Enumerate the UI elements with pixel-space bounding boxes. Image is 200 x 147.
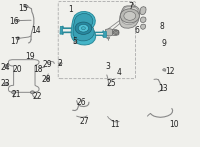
Text: 9: 9	[162, 39, 167, 48]
Text: 24: 24	[1, 63, 10, 72]
Text: 1: 1	[68, 5, 72, 14]
Circle shape	[115, 31, 117, 33]
Circle shape	[75, 22, 92, 34]
Text: 3: 3	[105, 62, 110, 71]
Text: 27: 27	[79, 117, 89, 126]
Circle shape	[30, 91, 34, 94]
Circle shape	[4, 83, 8, 86]
Circle shape	[78, 24, 89, 32]
Text: 29: 29	[43, 60, 52, 69]
Circle shape	[81, 27, 85, 30]
Circle shape	[107, 37, 110, 39]
Circle shape	[16, 19, 19, 22]
Polygon shape	[59, 62, 62, 65]
Text: 28: 28	[42, 75, 51, 84]
Text: 2: 2	[58, 59, 63, 69]
Text: 14: 14	[32, 26, 41, 35]
Text: 13: 13	[159, 84, 168, 93]
Polygon shape	[113, 29, 119, 36]
Text: 17: 17	[10, 37, 19, 46]
Text: 19: 19	[26, 52, 35, 61]
Polygon shape	[106, 29, 112, 36]
Polygon shape	[73, 14, 94, 41]
Text: 22: 22	[33, 92, 42, 101]
Text: 15: 15	[18, 4, 27, 13]
Text: 7: 7	[128, 2, 133, 11]
Polygon shape	[121, 7, 138, 25]
Text: 12: 12	[166, 67, 175, 76]
Text: 26: 26	[76, 98, 86, 107]
Text: 16: 16	[9, 17, 18, 26]
Circle shape	[74, 41, 77, 43]
Text: 21: 21	[12, 90, 21, 99]
Polygon shape	[60, 26, 63, 34]
Polygon shape	[141, 24, 146, 29]
Polygon shape	[141, 17, 146, 22]
Text: 11: 11	[110, 120, 119, 129]
Circle shape	[4, 65, 8, 68]
Polygon shape	[103, 31, 106, 37]
Circle shape	[131, 5, 135, 7]
Circle shape	[12, 91, 16, 94]
Circle shape	[25, 5, 28, 8]
Text: 6: 6	[134, 26, 139, 35]
Polygon shape	[119, 6, 140, 28]
Text: 4: 4	[116, 67, 121, 77]
Circle shape	[16, 37, 20, 40]
Circle shape	[113, 30, 119, 34]
Text: 5: 5	[73, 37, 78, 46]
Circle shape	[163, 69, 166, 71]
Circle shape	[120, 9, 139, 23]
Polygon shape	[140, 7, 146, 15]
Polygon shape	[75, 40, 76, 41]
Text: 18: 18	[34, 65, 43, 74]
Text: 8: 8	[160, 22, 165, 31]
Text: 25: 25	[107, 79, 117, 88]
Circle shape	[46, 77, 50, 80]
Polygon shape	[71, 11, 96, 45]
Circle shape	[124, 11, 136, 20]
Text: 23: 23	[1, 79, 10, 88]
Text: 10: 10	[169, 120, 179, 129]
Text: 20: 20	[13, 65, 22, 74]
